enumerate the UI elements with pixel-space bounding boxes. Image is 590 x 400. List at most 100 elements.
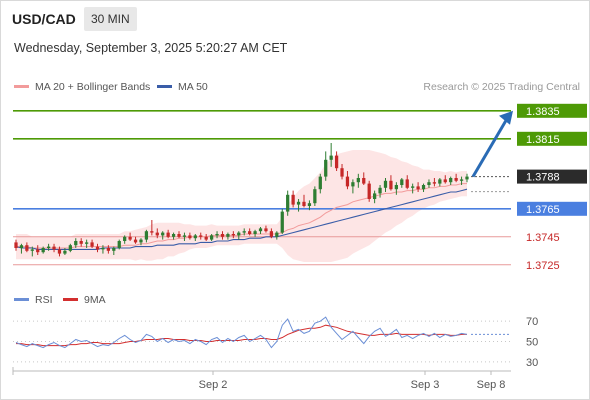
candle-body (25, 245, 29, 251)
candle-body (329, 155, 333, 160)
level-badge-1.3835 (517, 103, 587, 118)
candle-body (188, 235, 192, 239)
ma50-line (15, 188, 468, 250)
research-credit: Research © 2025 Trading Central (423, 81, 580, 93)
candle-body (161, 232, 165, 236)
candle-body (101, 248, 105, 250)
candle-body (106, 248, 111, 251)
legend-9ma-label: 9MA (84, 294, 106, 306)
candle-body (95, 246, 100, 250)
candle-body (372, 193, 377, 199)
candle-body (258, 228, 263, 232)
legend-9ma: 9MA (63, 294, 106, 306)
candle-body (302, 201, 306, 206)
candle-body (215, 234, 219, 236)
candle-body (112, 248, 116, 251)
candle-body (275, 232, 279, 237)
candle-body (182, 235, 187, 237)
candle-body (46, 246, 51, 248)
candle-body (313, 189, 317, 204)
level-label-1.3745: 1.3745 (526, 232, 560, 244)
candle-body (74, 241, 78, 246)
candle-body (155, 232, 159, 236)
rsi-tick-label: 70 (526, 316, 538, 328)
rsi-9ma-line (16, 324, 467, 347)
candle-body (63, 250, 67, 254)
x-tick-label: Sep 2 (199, 379, 228, 391)
candle-body (52, 246, 56, 250)
candle-body (345, 176, 350, 187)
candle-body (438, 179, 442, 184)
candle-body (307, 203, 312, 206)
level-label-1.3765: 1.3765 (526, 204, 560, 216)
candle-body (443, 179, 447, 183)
candle-body (264, 228, 268, 232)
level-badge-1.3788 (517, 169, 587, 184)
legend-ma20-label: MA 20 + Bollinger Bands (35, 81, 151, 93)
legend-rsi: RSI (14, 294, 53, 306)
candle-body (90, 242, 94, 247)
candle-body (411, 186, 415, 188)
projection-arrow-shaft (471, 118, 509, 178)
candle-body (166, 232, 170, 237)
candle-body (220, 234, 225, 237)
legend-ma50-label: MA 50 (178, 81, 208, 93)
symbol-title: USD/CAD (12, 11, 76, 27)
legend-rsi-label: RSI (35, 294, 53, 306)
candle-body (378, 187, 382, 194)
candle-body (394, 185, 398, 190)
candle-body (351, 182, 355, 187)
candle-body (199, 235, 203, 237)
candle-body (286, 194, 290, 212)
candle-body (253, 231, 257, 234)
candle-body (248, 231, 252, 234)
candle-body (139, 239, 143, 243)
timestamp: Wednesday, September 3, 2025 5:20:27 AM … (14, 41, 288, 55)
candle-body (449, 178, 453, 183)
candle-body (85, 242, 89, 244)
candle-body (68, 245, 72, 251)
candle-body (416, 186, 420, 190)
x-tick-label: Sep 3 (411, 379, 440, 391)
candle-body (144, 231, 149, 240)
candle-body (14, 242, 18, 248)
candle-body (226, 234, 230, 237)
level-label-1.3725: 1.3725 (526, 260, 560, 272)
candle-body (204, 236, 208, 240)
candle-body (367, 183, 371, 199)
candle-body (150, 231, 154, 233)
candle-body (454, 178, 458, 181)
rsi-tick-label: 30 (526, 357, 538, 369)
candle-body (231, 234, 235, 236)
candle-body (296, 201, 301, 205)
candle-body (36, 249, 40, 253)
candle-body (57, 249, 62, 254)
candle-body (334, 155, 339, 169)
timeframe-badge[interactable]: 30 MIN (84, 7, 137, 31)
candle-body (427, 182, 431, 185)
candle-body (340, 168, 344, 177)
candle-body (237, 232, 241, 236)
candle-body (128, 236, 132, 240)
candle-body (421, 185, 426, 190)
ma50-swatch-icon (157, 84, 172, 88)
candle-body (459, 179, 464, 181)
candle-body (432, 182, 437, 184)
ma9-swatch-icon (63, 297, 78, 301)
candle-body (177, 234, 181, 237)
candle-body (280, 211, 284, 233)
candle-body (193, 235, 197, 239)
candle-body (269, 231, 274, 237)
level-badge-1.3765 (517, 201, 587, 216)
candle-body (209, 235, 214, 240)
level-label-1.3835: 1.3835 (526, 106, 560, 118)
candle-body (400, 179, 404, 185)
candle-body (41, 248, 45, 253)
candle-body (133, 239, 138, 243)
level-label-1.3788: 1.3788 (526, 172, 560, 184)
candle-body (30, 249, 34, 251)
x-tick-label: Sep 8 (477, 379, 506, 391)
bollinger-band-area (16, 150, 467, 262)
candle-body (405, 179, 409, 188)
